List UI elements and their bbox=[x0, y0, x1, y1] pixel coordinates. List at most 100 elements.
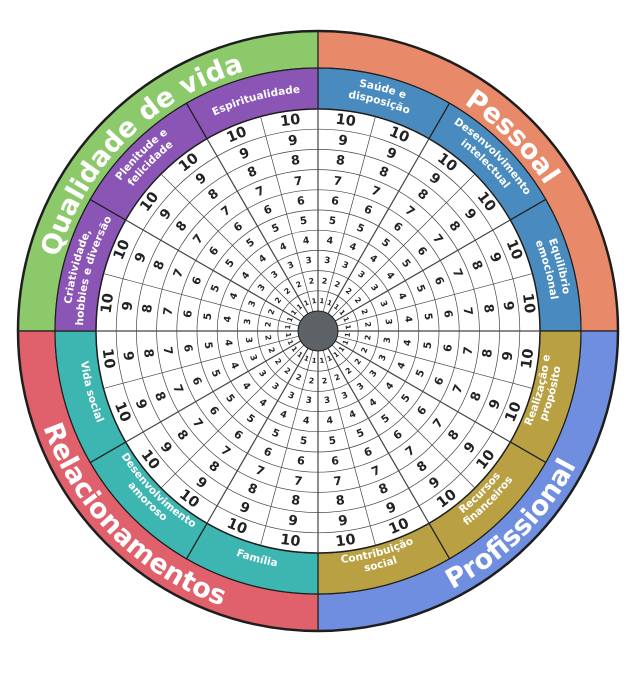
scale-number-7: 7 bbox=[333, 474, 343, 489]
scale-number-10: 10 bbox=[335, 532, 357, 550]
scale-number-3: 3 bbox=[270, 381, 281, 393]
scale-number-6: 6 bbox=[330, 194, 340, 208]
scale-number-3: 3 bbox=[286, 260, 295, 272]
scale-number-2: 2 bbox=[321, 376, 327, 386]
scale-number-4: 4 bbox=[222, 339, 234, 347]
scale-number-5: 5 bbox=[414, 368, 428, 379]
scale-number-2: 2 bbox=[273, 296, 283, 306]
scale-number-9: 9 bbox=[287, 132, 298, 149]
scale-number-1: 1 bbox=[290, 308, 299, 317]
rating-spoke bbox=[331, 344, 476, 489]
scale-number-2: 2 bbox=[333, 372, 341, 382]
scale-number-8: 8 bbox=[335, 493, 346, 509]
scale-number-4: 4 bbox=[395, 360, 408, 371]
scale-number-4: 4 bbox=[228, 291, 241, 302]
scale-number-1: 1 bbox=[341, 316, 350, 324]
rating-spoke bbox=[337, 273, 533, 327]
scale-number-1: 1 bbox=[286, 339, 295, 347]
scale-number-2: 2 bbox=[308, 376, 314, 386]
scale-number-9: 9 bbox=[119, 300, 136, 311]
scale-number-10: 10 bbox=[519, 348, 537, 370]
scale-number-1: 1 bbox=[326, 299, 334, 308]
scale-number-10: 10 bbox=[279, 532, 301, 550]
scale-number-9: 9 bbox=[119, 350, 136, 361]
scale-number-1: 1 bbox=[311, 297, 317, 306]
scale-number-5: 5 bbox=[328, 435, 337, 448]
scale-number-2: 2 bbox=[353, 296, 363, 306]
scale-number-3: 3 bbox=[256, 369, 268, 380]
scale-number-7: 7 bbox=[461, 306, 476, 316]
scale-number-10: 10 bbox=[111, 400, 134, 425]
scale-number-5: 5 bbox=[355, 427, 366, 441]
scale-number-2: 2 bbox=[273, 357, 283, 367]
scale-number-5: 5 bbox=[328, 215, 337, 228]
scale-number-3: 3 bbox=[247, 353, 259, 362]
rating-spoke bbox=[260, 350, 314, 546]
scale-number-3: 3 bbox=[305, 256, 312, 267]
rating-spoke bbox=[206, 138, 309, 314]
scale-number-9: 9 bbox=[500, 350, 517, 361]
rating-spoke bbox=[327, 348, 430, 524]
scale-number-5: 5 bbox=[422, 312, 435, 321]
scale-number-4: 4 bbox=[302, 415, 310, 427]
rating-spoke bbox=[335, 219, 511, 322]
rating-spoke bbox=[206, 348, 309, 524]
scale-number-1: 1 bbox=[311, 357, 317, 366]
scale-number-3: 3 bbox=[383, 337, 394, 344]
scale-number-8: 8 bbox=[140, 303, 156, 314]
scale-number-5: 5 bbox=[299, 215, 308, 228]
scale-number-9: 9 bbox=[337, 513, 348, 530]
scale-number-1: 1 bbox=[284, 324, 293, 330]
scale-number-4: 4 bbox=[326, 415, 334, 427]
wheel-center-hub bbox=[16, 29, 620, 633]
rating-spoke bbox=[335, 340, 511, 443]
scale-number-2: 2 bbox=[266, 346, 276, 354]
scale-number-3: 3 bbox=[247, 299, 259, 308]
scale-number-1: 1 bbox=[337, 308, 346, 317]
scale-number-10: 10 bbox=[279, 112, 301, 130]
scale-number-8: 8 bbox=[335, 153, 346, 169]
rating-spoke bbox=[260, 116, 314, 312]
scale-number-4: 4 bbox=[326, 235, 334, 247]
scale-number-3: 3 bbox=[377, 299, 389, 308]
scale-number-6: 6 bbox=[330, 454, 340, 468]
scale-number-4: 4 bbox=[395, 291, 408, 302]
scale-number-1: 1 bbox=[295, 350, 304, 359]
scale-number-6: 6 bbox=[296, 194, 306, 208]
scale-number-7: 7 bbox=[161, 306, 176, 316]
scale-number-2: 2 bbox=[363, 334, 373, 340]
scale-number-5: 5 bbox=[202, 341, 215, 350]
scale-number-5: 5 bbox=[299, 435, 308, 448]
center-hub bbox=[297, 310, 339, 352]
scale-number-4: 4 bbox=[278, 408, 289, 421]
scale-number-5: 5 bbox=[209, 283, 223, 294]
scale-number-1: 1 bbox=[344, 332, 353, 338]
scale-number-4: 4 bbox=[402, 315, 414, 323]
rating-spoke bbox=[125, 219, 301, 322]
scale-number-4: 4 bbox=[402, 338, 414, 346]
scale-number-3: 3 bbox=[383, 318, 394, 325]
scale-number-2: 2 bbox=[344, 286, 354, 296]
scale-number-2: 2 bbox=[359, 346, 369, 354]
scale-number-3: 3 bbox=[368, 283, 380, 294]
rating-spoke bbox=[160, 344, 305, 489]
scale-number-6: 6 bbox=[181, 343, 195, 353]
scale-number-6: 6 bbox=[441, 343, 455, 353]
scale-number-2: 2 bbox=[295, 372, 303, 382]
scale-number-2: 2 bbox=[333, 279, 341, 289]
scale-number-4: 4 bbox=[222, 315, 234, 323]
scale-number-9: 9 bbox=[500, 300, 517, 311]
wheel-outline bbox=[16, 29, 620, 633]
scale-number-8: 8 bbox=[480, 303, 496, 314]
scale-number-7: 7 bbox=[161, 346, 176, 356]
scale-number-2: 2 bbox=[353, 357, 363, 367]
scale-number-10: 10 bbox=[503, 400, 526, 425]
scale-number-1: 1 bbox=[303, 298, 311, 307]
scale-number-8: 8 bbox=[290, 153, 301, 169]
scale-number-5: 5 bbox=[270, 222, 281, 236]
scale-number-3: 3 bbox=[305, 396, 312, 407]
scale-number-7: 7 bbox=[333, 174, 343, 189]
scale-number-10: 10 bbox=[519, 292, 537, 314]
scale-number-5: 5 bbox=[414, 283, 428, 294]
scale-number-3: 3 bbox=[377, 353, 389, 362]
